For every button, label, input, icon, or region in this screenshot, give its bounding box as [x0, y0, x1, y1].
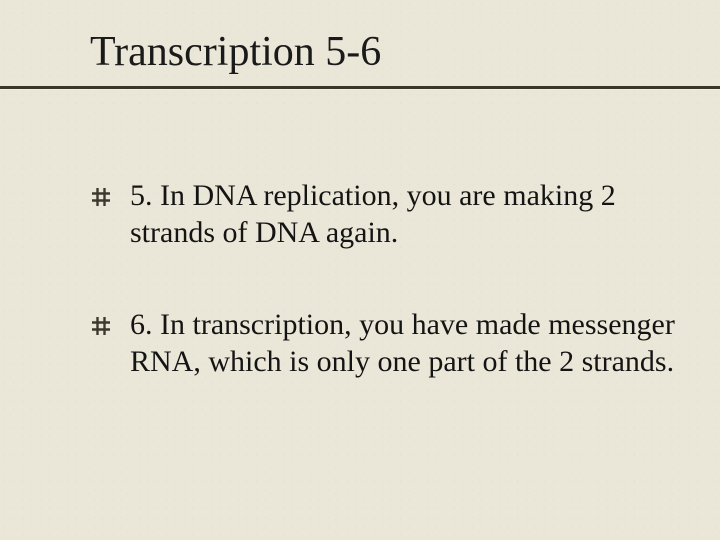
hash-bullet-icon: [92, 317, 110, 335]
slide-title: Transcription 5-6: [90, 28, 381, 76]
content-area: 5. In DNA replication, you are making 2 …: [92, 178, 680, 436]
list-item: 6. In transcription, you have made messe…: [92, 307, 680, 380]
title-area: Transcription 5-6: [90, 28, 381, 76]
horizontal-rule: [0, 86, 720, 89]
list-item-text: 5. In DNA replication, you are making 2 …: [130, 179, 616, 249]
list-item-text: 6. In transcription, you have made messe…: [130, 308, 675, 378]
list-item: 5. In DNA replication, you are making 2 …: [92, 178, 680, 251]
hash-bullet-icon: [92, 188, 110, 206]
